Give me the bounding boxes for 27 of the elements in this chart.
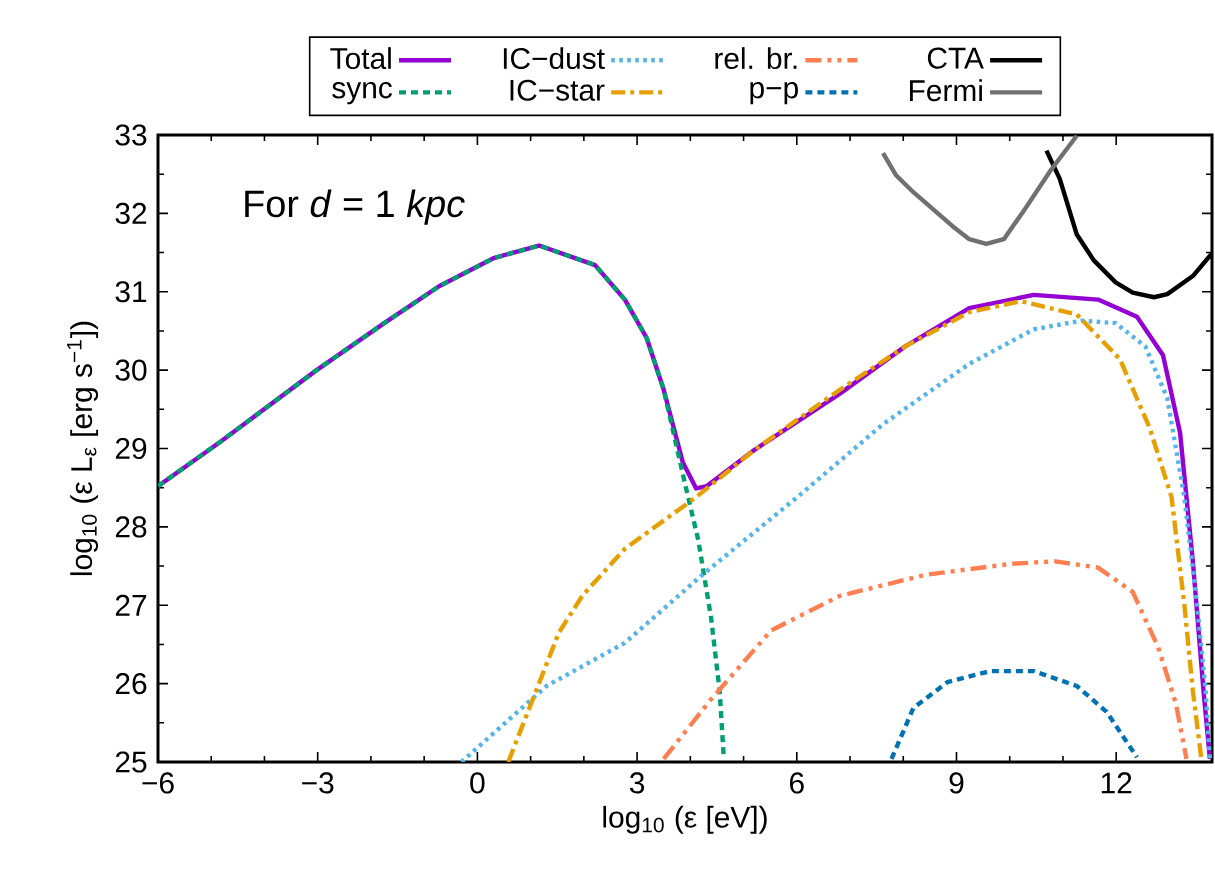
- legend-label: CTA: [927, 47, 984, 69]
- x-tick-label: 9: [949, 772, 964, 794]
- legend-label: Fermi: [910, 79, 982, 102]
- annotation: For d = 1 kpc: [245, 189, 465, 225]
- x-tick-label: 0: [470, 772, 485, 794]
- legend-label: sync: [332, 82, 393, 105]
- legend-label: Total: [330, 47, 391, 70]
- y-tick-label: 29: [115, 437, 147, 460]
- legend-label: rel. br.: [715, 47, 797, 70]
- y-tick-label: 31: [115, 281, 147, 303]
- x-tick-label: 6: [790, 772, 804, 794]
- legend-label: IC−dust: [503, 47, 605, 70]
- y-tick-label: 28: [115, 516, 147, 538]
- x-axis-title: log$_{10}$ (ε [eV]): [603, 805, 767, 834]
- y-axis-title: log$_{10}$ (ε L$_{ε}$ [erg s$^{−1}$]): [67, 321, 99, 576]
- y-tick-label: 33: [115, 124, 147, 146]
- x-tick-label: −6: [142, 772, 174, 794]
- x-tick-label: 3: [629, 772, 645, 794]
- y-tick-label: 26: [115, 673, 147, 695]
- y-tick-label: 32: [115, 202, 147, 224]
- y-tick-label: 27: [115, 594, 147, 616]
- legend-label: IC−star: [510, 79, 605, 101]
- y-tick-label: 30: [115, 359, 147, 381]
- legend-label: p−p: [750, 82, 798, 105]
- x-tick-label: −3: [302, 772, 334, 794]
- y-tick-label: 25: [115, 751, 147, 773]
- x-tick-label: 12: [1101, 772, 1132, 794]
